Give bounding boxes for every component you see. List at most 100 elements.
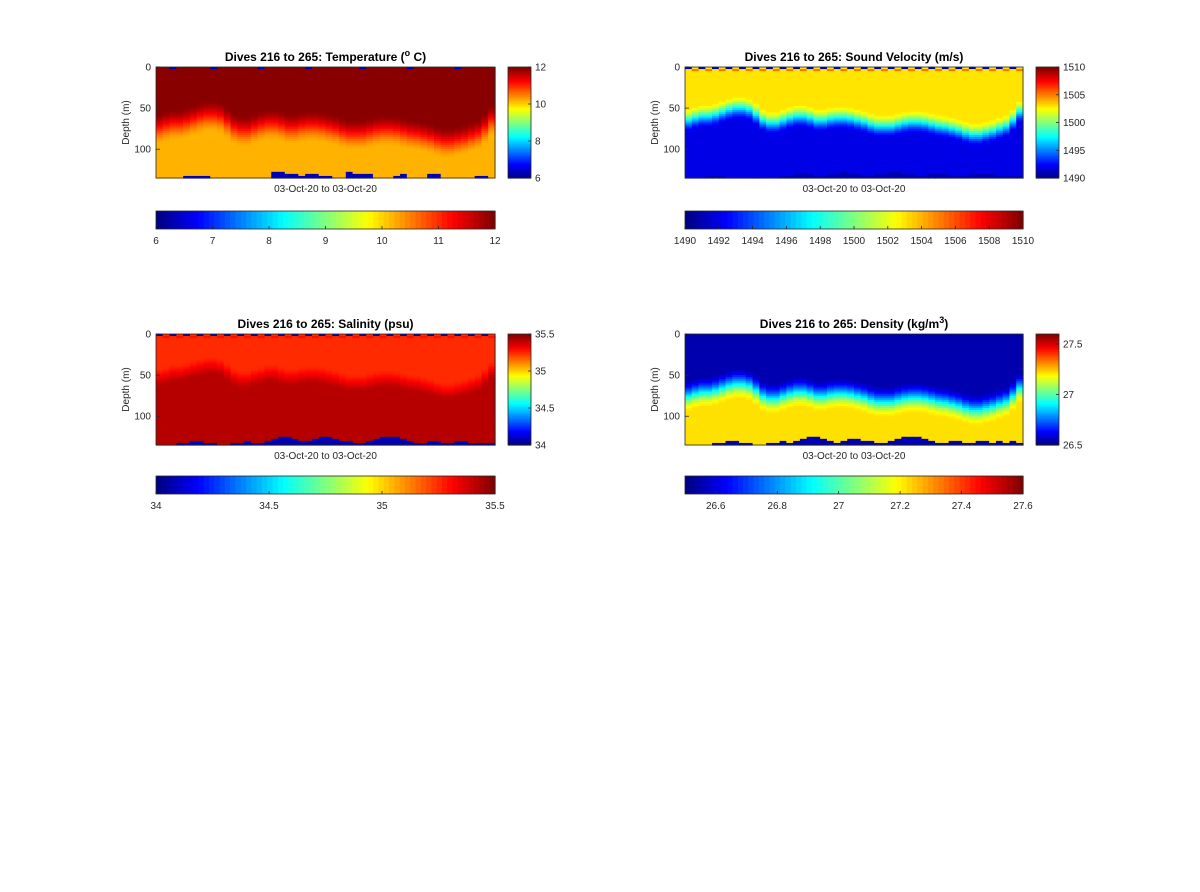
heatmap-cell xyxy=(393,69,401,72)
heatmap-cell xyxy=(732,136,740,140)
heatmap-cell xyxy=(339,67,347,70)
heatmap-cell xyxy=(685,112,693,115)
heatmap-cell xyxy=(474,167,483,171)
heatmap-cell xyxy=(874,138,882,142)
heatmap-cell xyxy=(203,161,211,165)
heatmap-cell xyxy=(176,93,184,97)
heatmap-cell xyxy=(433,159,442,163)
heatmap-cell xyxy=(718,136,727,140)
heatmap-cell xyxy=(169,69,177,72)
heatmap-cell xyxy=(393,134,401,138)
heatmap-cell xyxy=(698,147,706,150)
colorbar-swatch xyxy=(320,211,327,229)
heatmap-cell xyxy=(467,106,476,109)
heatmap-cell xyxy=(311,141,320,144)
heatmap-cell xyxy=(203,128,211,132)
heatmap-cell xyxy=(847,83,855,87)
heatmap-cell xyxy=(481,106,489,109)
heatmap-cell xyxy=(372,151,381,154)
heatmap-cell xyxy=(420,118,428,122)
heatmap-cell xyxy=(237,161,245,165)
heatmap-cell xyxy=(413,126,422,130)
heatmap-cell xyxy=(278,112,286,115)
heatmap-cell xyxy=(420,167,428,171)
heatmap-cell xyxy=(935,120,943,124)
heatmap-cell xyxy=(941,79,950,82)
heatmap-cell xyxy=(908,85,916,89)
heatmap-cell xyxy=(196,141,205,144)
heatmap-cell xyxy=(908,108,916,111)
heatmap-cell xyxy=(860,128,869,132)
heatmap-cell xyxy=(820,95,828,99)
heatmap-cell xyxy=(196,149,205,152)
heatmap-cell xyxy=(264,108,272,111)
heatmap-cell xyxy=(718,161,727,165)
heatmap-cell xyxy=(379,112,388,115)
heatmap-cell xyxy=(427,114,435,117)
heatmap-cell xyxy=(941,83,950,87)
heatmap-cell xyxy=(725,141,733,144)
heatmap-cell xyxy=(237,110,245,113)
heatmap-cell xyxy=(935,69,943,72)
heatmap-cell xyxy=(691,112,700,115)
heatmap-cell xyxy=(921,83,929,87)
colorbar-swatch xyxy=(508,75,531,78)
heatmap-cell xyxy=(223,173,232,177)
heatmap-cell xyxy=(339,173,347,177)
heatmap-cell xyxy=(210,153,218,156)
heatmap-cell xyxy=(244,126,252,130)
heatmap-cell xyxy=(447,163,455,167)
heatmap-cell xyxy=(874,145,882,148)
heatmap-cell xyxy=(264,126,272,130)
heatmap-cell xyxy=(386,128,394,132)
heatmap-cell xyxy=(332,89,340,93)
heatmap-cell xyxy=(698,106,706,109)
heatmap-cell xyxy=(339,151,347,154)
heatmap-cell xyxy=(169,93,177,97)
heatmap-cell xyxy=(921,114,929,117)
heatmap-cell xyxy=(488,77,496,80)
heatmap-cell xyxy=(887,157,896,161)
heatmap-cell xyxy=(413,73,422,76)
heatmap-cell xyxy=(901,101,909,105)
heatmap-cell xyxy=(481,136,489,140)
heatmap-cell xyxy=(745,71,754,74)
heatmap-cell xyxy=(705,141,713,144)
heatmap-cell xyxy=(264,77,272,80)
heatmap-cell xyxy=(894,71,902,74)
heatmap-cell xyxy=(413,114,422,117)
heatmap-cell xyxy=(698,122,706,126)
heatmap-cell xyxy=(772,108,781,111)
heatmap-cell xyxy=(183,159,191,163)
heatmap-cell xyxy=(291,157,299,161)
heatmap-cell xyxy=(257,91,266,95)
heatmap-cell xyxy=(833,149,842,152)
heatmap-cell xyxy=(481,91,489,95)
heatmap-cell xyxy=(244,155,252,159)
heatmap-cell xyxy=(217,89,225,93)
heatmap-cell xyxy=(339,116,347,119)
heatmap-cell xyxy=(739,93,747,97)
heatmap-cell xyxy=(908,73,916,76)
heatmap-cell xyxy=(705,122,713,126)
heatmap-cell xyxy=(386,171,394,175)
heatmap-cell xyxy=(339,83,347,87)
heatmap-cell xyxy=(894,126,902,130)
heatmap-cell xyxy=(237,134,245,138)
heatmap-cell xyxy=(779,165,787,169)
heatmap-cell xyxy=(914,169,923,173)
heatmap-cell xyxy=(427,85,435,89)
heatmap-cell xyxy=(169,153,177,156)
heatmap-cell xyxy=(718,159,727,163)
heatmap-cell xyxy=(914,136,923,140)
heatmap-cell xyxy=(223,118,232,122)
heatmap-cell xyxy=(793,149,801,152)
heatmap-cell xyxy=(454,106,462,109)
colorbar-swatch xyxy=(508,110,531,113)
heatmap-cell xyxy=(833,155,842,159)
heatmap-cell xyxy=(752,118,760,122)
heatmap-cell xyxy=(339,141,347,144)
heatmap-cell xyxy=(196,73,205,76)
heatmap-cell xyxy=(752,85,760,89)
heatmap-cell xyxy=(847,134,855,138)
